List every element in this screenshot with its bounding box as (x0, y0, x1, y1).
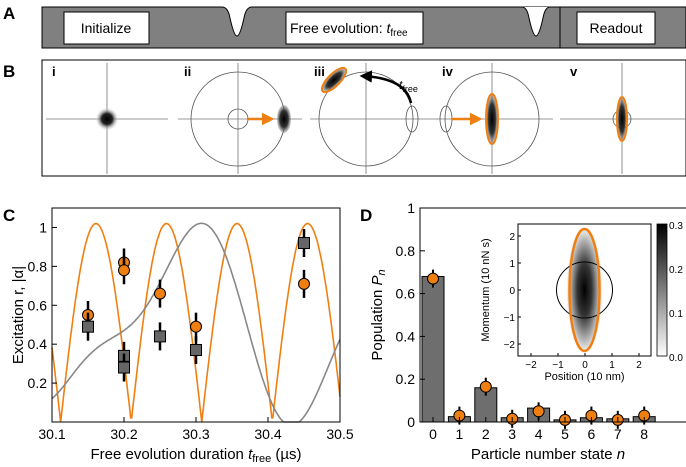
colorbar (656, 223, 668, 357)
phase-space-inset: −2 −1 0 1 2 2 1 0 −1 −2 Position (10 nm) Momentum (… (480, 221, 683, 383)
y-tick-label: 0.6 (28, 297, 48, 313)
y-tick-label: 1 (39, 219, 47, 235)
inset-x-label: Position (10 nm) (544, 371, 624, 383)
ground-state-blob (95, 107, 119, 131)
y-tick-label: 0.2 (28, 375, 48, 391)
gray-data-point (298, 237, 310, 250)
initialize-box (63, 11, 150, 45)
chart-d: 0 1 2 3 4 5 6 7 8 0 0.2 0.4 0.6 0.8 1 Particle number s… (369, 200, 686, 463)
subpanel-label-v: v (570, 64, 578, 79)
x-tick-label: 30.5 (326, 426, 353, 442)
x-tick-label: 5 (561, 426, 569, 442)
y-axis-label: Population Pn (369, 269, 388, 360)
sequence-dip (521, 6, 551, 37)
x-tick-label: 8 (640, 426, 648, 442)
subpanel-label-iii: iii (314, 64, 325, 79)
squeezed-state (485, 93, 499, 145)
free-evolution-label: Free evolution: tfree (290, 20, 408, 39)
panel-label-b: B (3, 62, 15, 81)
final-squeezed-state (616, 96, 628, 142)
colorbar-tick-label: 0.3 (669, 221, 683, 232)
population-point (427, 272, 439, 285)
x-tick-label: 30.1 (38, 426, 65, 442)
gray-data-point (118, 361, 130, 374)
y-tick-label: 0.6 (396, 286, 416, 302)
panel-b-frame (41, 59, 686, 177)
x-tick-label: 30.2 (110, 426, 137, 442)
readout-box (576, 11, 656, 45)
gray-data-point (82, 320, 94, 333)
orange-data-point (118, 264, 130, 277)
x-tick-label: 0 (429, 426, 437, 442)
y-tick-label: 1 (407, 200, 415, 216)
x-tick-label: 1 (456, 426, 464, 442)
y-axis-label: Excitation r, |α| (10, 266, 27, 364)
x-tick-label: 3 (508, 426, 516, 442)
rotated-squeezed-state (320, 66, 348, 94)
x-tick-label: 30.3 (182, 426, 209, 442)
gray-data-point (154, 330, 166, 343)
orange-data-point (190, 320, 202, 333)
colorbar-tick-label: 0.2 (669, 265, 683, 276)
x-tick-label: 30.4 (254, 426, 281, 442)
population-point (532, 405, 545, 418)
x-tick-label: 2 (482, 426, 490, 442)
orange-data-point (298, 277, 310, 290)
y-tick-label: 2 (509, 232, 515, 243)
y-tick-label: −1 (504, 313, 516, 324)
initialize-label: Initialize (81, 20, 132, 36)
y-tick-label: 0.2 (396, 371, 416, 387)
y-tick-label: 0 (407, 414, 415, 430)
y-tick-label: −2 (504, 340, 516, 351)
x-tick-label: 7 (614, 426, 622, 442)
displaced-state (277, 105, 291, 133)
y-tick-label: 0.8 (396, 243, 416, 259)
prior-state-outline (405, 105, 419, 133)
y-tick-label: 0.8 (28, 258, 48, 274)
panel-label-d: D (360, 206, 372, 225)
inset-y-label: Momentum (10 nN s) (480, 238, 492, 341)
rotation-arrow (359, 70, 413, 104)
x-tick-label: 6 (588, 426, 596, 442)
x-axis-label: Particle number state n (471, 446, 625, 463)
y-tick-label: 0.4 (28, 336, 48, 352)
subpanel-label-iv: iv (442, 64, 454, 79)
x-tick-label: 2 (636, 360, 642, 371)
orange-model-curve (51, 222, 341, 423)
colorbar-tick-label: 0.1 (669, 309, 683, 320)
phase-circle (444, 71, 540, 167)
plot-frame-d (419, 207, 686, 423)
x-axis-label: Free evolution duration tfree (µs) (90, 446, 301, 465)
chart-c: 30.1 30.2 30.3 30.4 30.5 0.2 0.4 0.6 0.8 1 Free ev… (10, 207, 354, 465)
panel-label-a: A (3, 4, 15, 23)
vacuum-circle (556, 261, 613, 319)
squeezed-contour (568, 227, 601, 353)
bar (421, 275, 445, 423)
subpanel-label-i: i (52, 64, 56, 79)
free-evolution-box (285, 11, 424, 45)
tfree-label: tfree (399, 78, 418, 94)
y-tick-label: 1 (509, 259, 515, 270)
x-tick-label: 4 (535, 426, 543, 442)
readout-label: Readout (590, 20, 643, 36)
orange-data-point (154, 287, 166, 300)
gray-data-point (190, 344, 202, 357)
panel-label-c: C (3, 206, 15, 225)
heatmap-distribution (566, 226, 603, 354)
x-tick-label: −2 (525, 360, 537, 371)
subpanel-label-ii: ii (184, 64, 191, 79)
x-tick-label: 0 (582, 360, 588, 371)
x-tick-label: −1 (552, 360, 564, 371)
y-tick-label: 0.4 (396, 328, 416, 344)
x-tick-label: 1 (609, 360, 615, 371)
population-point (479, 380, 492, 393)
y-tick-label: 0 (509, 286, 515, 297)
colorbar-tick-label: 0.0 (669, 353, 683, 364)
